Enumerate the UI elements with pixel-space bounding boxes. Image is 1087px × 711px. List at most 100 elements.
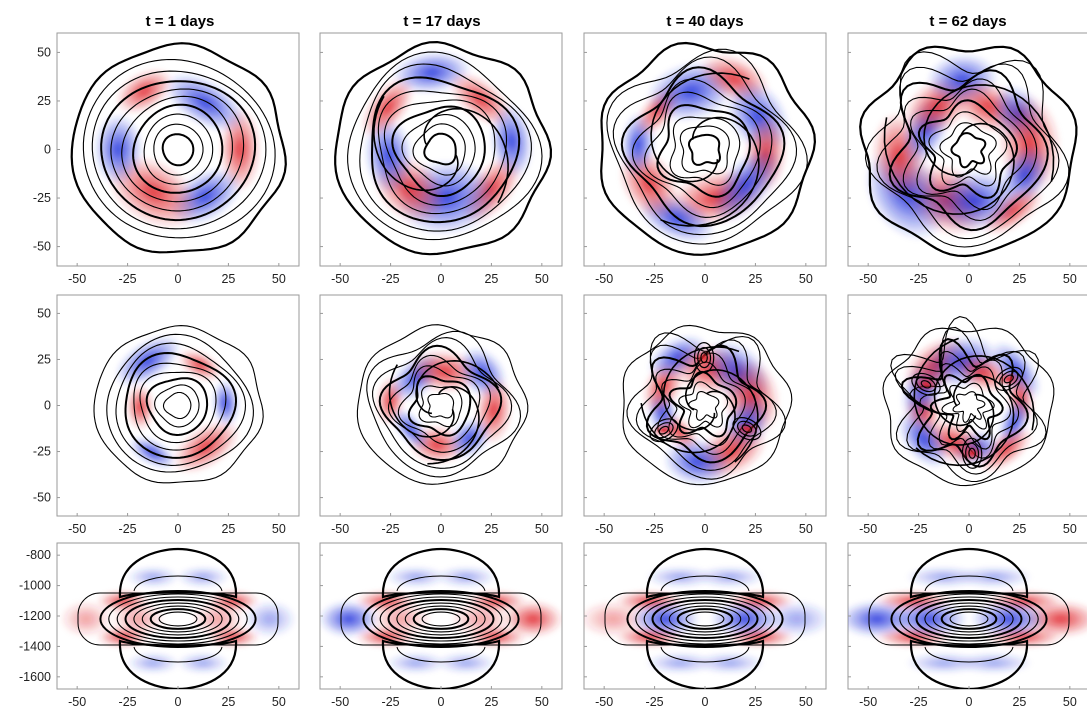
contour-line: [397, 365, 481, 445]
x-tick-label: -25: [646, 695, 664, 709]
contour-line: [100, 80, 257, 222]
x-tick-label: -50: [859, 695, 877, 709]
heat-patch: [631, 601, 699, 637]
heat-patch: [165, 73, 246, 132]
contour-line: [162, 391, 192, 420]
contour-line: [688, 133, 722, 166]
eddy-contour: [697, 347, 712, 369]
x-tick-label: -50: [68, 272, 86, 286]
x-tick-label: 0: [438, 522, 445, 536]
column-title-1: t = 1 days: [146, 13, 215, 30]
core-contour: [915, 599, 1023, 639]
contour-line: [661, 361, 746, 447]
contour-line: [115, 342, 247, 466]
contour-line: [620, 66, 786, 228]
contour-line: [132, 103, 224, 194]
contour-line: [418, 385, 463, 428]
y-tick-label: 25: [37, 94, 51, 108]
x-tick-label: 50: [1063, 272, 1077, 286]
x-tick-label: -25: [382, 695, 400, 709]
band-contour: [340, 592, 542, 646]
column-title-2: t = 17 days: [403, 13, 480, 30]
eddy-contour: [994, 366, 1023, 392]
x-tick-label: 0: [175, 272, 182, 286]
eddy-contour: [700, 352, 708, 364]
spiral-arm: [640, 390, 736, 454]
y-tick-label: -25: [33, 445, 51, 459]
core-contour: [412, 608, 470, 630]
contour-line: [106, 333, 254, 473]
heat-patch: [177, 653, 229, 673]
spiral-arm: [660, 116, 760, 227]
contour-line: [412, 123, 466, 176]
heat-patch: [177, 567, 229, 587]
x-tick-label: 25: [484, 272, 498, 286]
panel-r2c4: [882, 316, 1055, 487]
x-tick-label: 25: [221, 272, 235, 286]
x-tick-label: -50: [859, 522, 877, 536]
core-contour: [149, 608, 207, 630]
contour-line: [145, 377, 209, 437]
heat-patch: [891, 601, 967, 637]
x-tick-label: 50: [272, 695, 286, 709]
x-tick-label: -25: [119, 522, 137, 536]
y-tick-label: -50: [33, 240, 51, 254]
axis-ticks: -50 -25 0 25 50 -50 -25 0 25 50 -50 -25 0 25 50 -50 -25 0…: [19, 45, 1077, 709]
eddy-contour: [920, 380, 932, 389]
x-tick-label: -50: [68, 695, 86, 709]
x-tick-label: 25: [1012, 522, 1026, 536]
core-contour: [676, 608, 734, 630]
x-tick-label: -25: [646, 522, 664, 536]
x-tick-label: 25: [748, 695, 762, 709]
spiral-arm: [373, 95, 459, 192]
x-tick-label: 25: [221, 522, 235, 536]
core-contour: [371, 593, 511, 645]
spiral-arm: [415, 359, 499, 415]
core-contour: [643, 596, 767, 642]
contour-line: [154, 384, 200, 428]
y-tick-label: 50: [37, 306, 51, 320]
core-contour: [133, 602, 223, 636]
x-tick-label: -25: [910, 522, 928, 536]
panel-r1c4: [859, 45, 1078, 258]
contour-outer: [334, 40, 553, 256]
contour-line: [876, 63, 1060, 240]
panel-r1c1: [70, 42, 287, 254]
core-contour: [99, 590, 257, 648]
spiral-arm: [650, 72, 750, 183]
heat-patch: [696, 653, 764, 673]
contour-line: [950, 132, 987, 169]
core-contour: [421, 611, 461, 627]
heat-patch: [711, 601, 779, 637]
core-contour: [668, 605, 742, 633]
spiral-arm: [883, 117, 1015, 215]
contour-line: [941, 382, 995, 433]
x-tick-label: -50: [859, 272, 877, 286]
x-tick-label: -25: [646, 272, 664, 286]
x-tick-label: -50: [331, 695, 349, 709]
core-contour: [660, 602, 750, 636]
spiral-arm: [427, 385, 480, 465]
core-contour: [899, 593, 1039, 645]
panel-r1c2: [334, 40, 553, 256]
x-tick-label: 50: [272, 272, 286, 286]
contour-line: [668, 370, 738, 438]
eddy-contour: [658, 425, 670, 435]
x-tick-label: 50: [1063, 695, 1077, 709]
x-tick-label: 0: [702, 522, 709, 536]
x-tick-label: 50: [799, 272, 813, 286]
y-tick-label: 50: [37, 45, 51, 59]
x-tick-label: 0: [966, 695, 973, 709]
contour-line: [133, 362, 227, 451]
contour-line: [370, 76, 521, 224]
contour-outer: [600, 41, 817, 256]
contour-outer: [882, 327, 1055, 487]
contour-line: [669, 116, 741, 186]
panel-r3c4: [848, 547, 1087, 689]
panel-frame-r2c2: [319, 294, 563, 517]
contour-line: [612, 56, 798, 236]
x-tick-label: 50: [799, 695, 813, 709]
heat-patch: [956, 653, 1032, 673]
core-contour: [940, 608, 998, 630]
